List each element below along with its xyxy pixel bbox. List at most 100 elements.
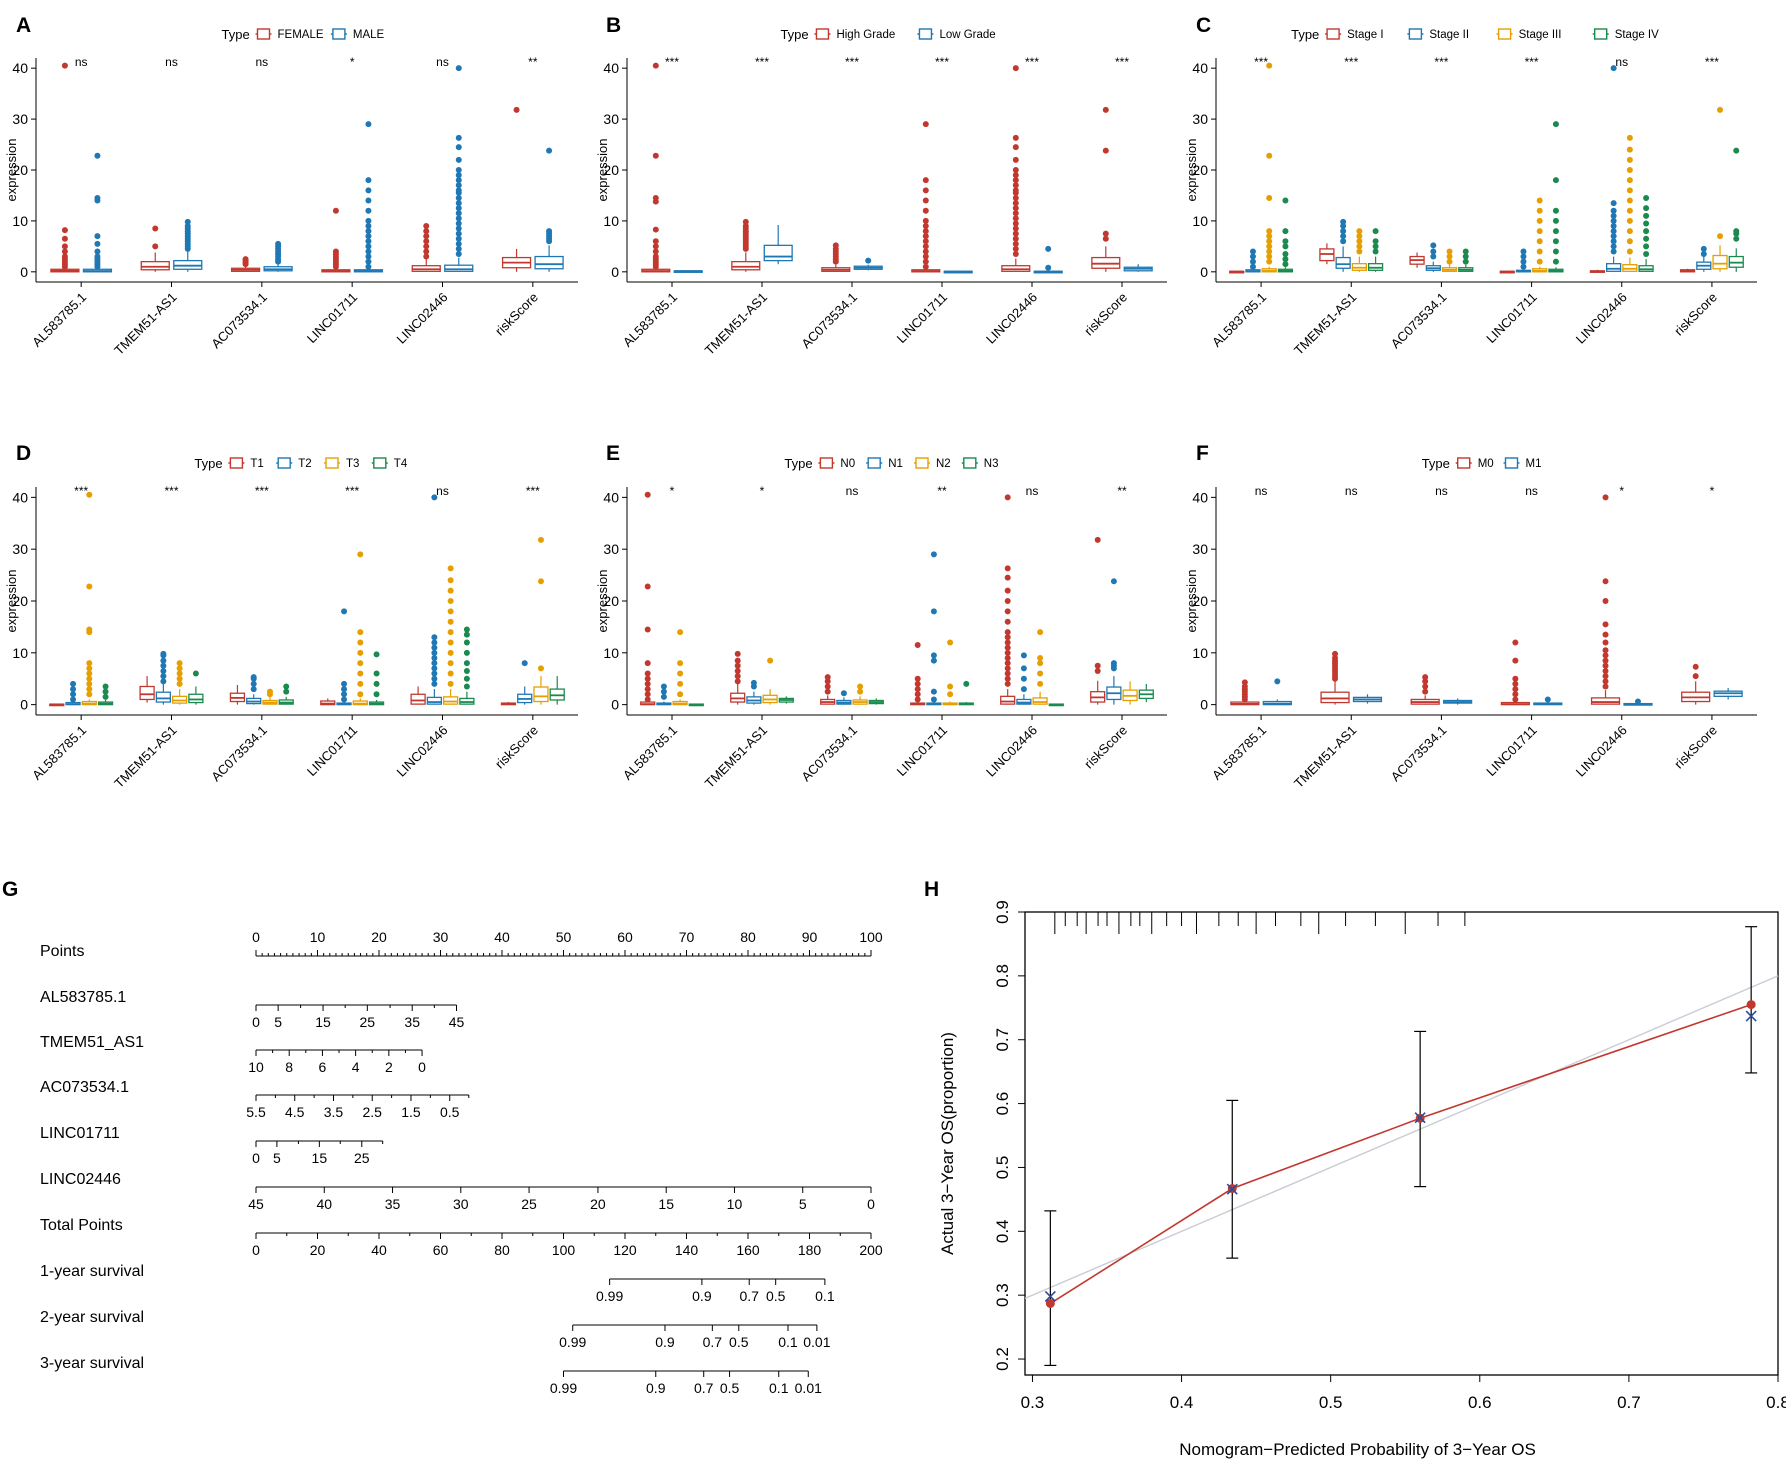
outlier-point	[734, 667, 741, 674]
outlier-point	[1643, 212, 1650, 219]
legend-key-box	[332, 28, 346, 40]
nomogram-row-label: Total Points	[40, 1217, 123, 1234]
outlier-point	[365, 253, 372, 260]
outlier-point	[1626, 228, 1633, 235]
outlier-point	[447, 577, 454, 584]
outlier-point	[1536, 207, 1543, 214]
nomogram-row-label: LINC02446	[40, 1171, 121, 1188]
x-tick-label: AC073534.1	[208, 290, 270, 352]
nomogram-tick-label: 0.1	[778, 1334, 798, 1350]
significance-label: *	[760, 484, 765, 498]
outlier-point	[1004, 660, 1011, 667]
outlier-point	[644, 691, 651, 698]
outlier-point	[1012, 144, 1019, 151]
outlier-point	[922, 228, 929, 235]
x-tick-label: AL583785.1	[29, 290, 89, 350]
outlier-point	[94, 253, 101, 260]
outlier-point	[1602, 578, 1609, 585]
outlier-point	[1610, 223, 1617, 229]
outlier-point	[1282, 251, 1289, 257]
bias-corrected-point	[1044, 1290, 1056, 1303]
x-tick-label: AC073534.1	[798, 290, 860, 352]
nomogram-tick-label: 15	[315, 1014, 331, 1030]
significance-label: ns	[1435, 484, 1448, 498]
legend-label: Low Grade	[939, 29, 995, 41]
outlier-point	[922, 258, 929, 265]
outlier-point	[1020, 652, 1027, 659]
outlier-point	[1643, 251, 1650, 257]
y-tick-label: 30	[603, 111, 619, 127]
outlier-point	[1266, 248, 1273, 255]
nomogram-tick-label: 20	[371, 929, 387, 945]
outlier-point	[1020, 686, 1027, 693]
outlier-point	[1094, 667, 1101, 674]
nomogram-tick-label: 0.7	[703, 1334, 723, 1350]
outlier-point	[152, 225, 159, 232]
outlier-point	[1536, 258, 1543, 265]
significance-label: ***	[1115, 55, 1129, 69]
outlier-point	[824, 683, 831, 690]
nomogram-tick-label: 140	[675, 1242, 699, 1258]
y-tick-label: 0.3	[993, 1283, 1012, 1307]
significance-label: ***	[1254, 55, 1268, 69]
outlier-point	[357, 639, 364, 646]
outlier-point	[1610, 65, 1617, 72]
nomogram-tick-label: 30	[453, 1196, 469, 1212]
nomogram-tick-label: 25	[521, 1196, 537, 1212]
nomogram-tick-label: 15	[658, 1196, 674, 1212]
outlier-point	[357, 680, 364, 687]
outlier-point	[373, 691, 380, 698]
outlier-point	[1004, 665, 1011, 672]
panel-D: D Type T1 T2 T3 T4 0 10 20 30 40 expression AL583785…	[4, 442, 578, 791]
outlier-point	[431, 675, 438, 682]
panel-E: E Type N0 N1 N2 N3 0 10 20 30 40 expression AL583785…	[595, 442, 1167, 791]
outlier-point	[1012, 251, 1019, 257]
box	[1032, 697, 1048, 705]
outlier-point	[455, 215, 462, 222]
nomogram-tick-label: 8	[285, 1059, 293, 1075]
nomogram-tick-label: 0.7	[739, 1288, 759, 1304]
outlier-point	[677, 660, 684, 667]
nomogram-tick-label: 80	[494, 1242, 510, 1258]
x-tick-label: AC073534.1	[1388, 723, 1450, 785]
y-tick-label: 30	[1192, 541, 1208, 557]
outlier-point	[1552, 217, 1559, 224]
legend-key-box	[815, 28, 830, 40]
box	[1320, 691, 1350, 704]
outlier-point	[1602, 678, 1609, 685]
outlier-point	[1004, 494, 1011, 501]
outlier-point	[365, 217, 372, 224]
y-tick-label: 0.4	[993, 1219, 1012, 1243]
nomogram-tick-label: 2.5	[363, 1104, 383, 1120]
legend-label: FEMALE	[278, 29, 324, 41]
outlier-point	[70, 686, 77, 693]
outlier-point	[455, 144, 462, 151]
outlier-point	[455, 177, 462, 184]
outlier-point	[734, 673, 741, 680]
outlier-point	[431, 649, 438, 656]
y-tick-label: 20	[12, 593, 28, 609]
y-tick-label: 0	[611, 264, 619, 280]
outlier-point	[94, 233, 101, 240]
outlier-point	[1602, 667, 1609, 674]
legend-key-box	[1408, 28, 1423, 40]
outlier-point	[463, 649, 470, 656]
legend-label: N3	[984, 458, 999, 470]
outlier-point	[1037, 680, 1044, 687]
outlier-point	[160, 662, 167, 669]
outlier-point	[1102, 235, 1109, 242]
outlier-point	[1266, 152, 1273, 159]
outlier-point	[734, 662, 741, 669]
legend-key-box	[819, 457, 834, 469]
outlier-point	[1266, 195, 1273, 201]
nomogram-tick-label: 0.99	[559, 1334, 586, 1350]
outlier-point	[86, 691, 93, 698]
outlier-point	[644, 680, 651, 687]
legend-label: Stage I	[1347, 29, 1383, 41]
outlier-point	[61, 227, 68, 234]
nomogram-tick-label: 50	[556, 929, 572, 945]
outlier-point	[922, 253, 929, 260]
outlier-point	[1610, 200, 1617, 207]
outlier-point	[1422, 674, 1429, 681]
outlier-point	[1610, 238, 1617, 245]
